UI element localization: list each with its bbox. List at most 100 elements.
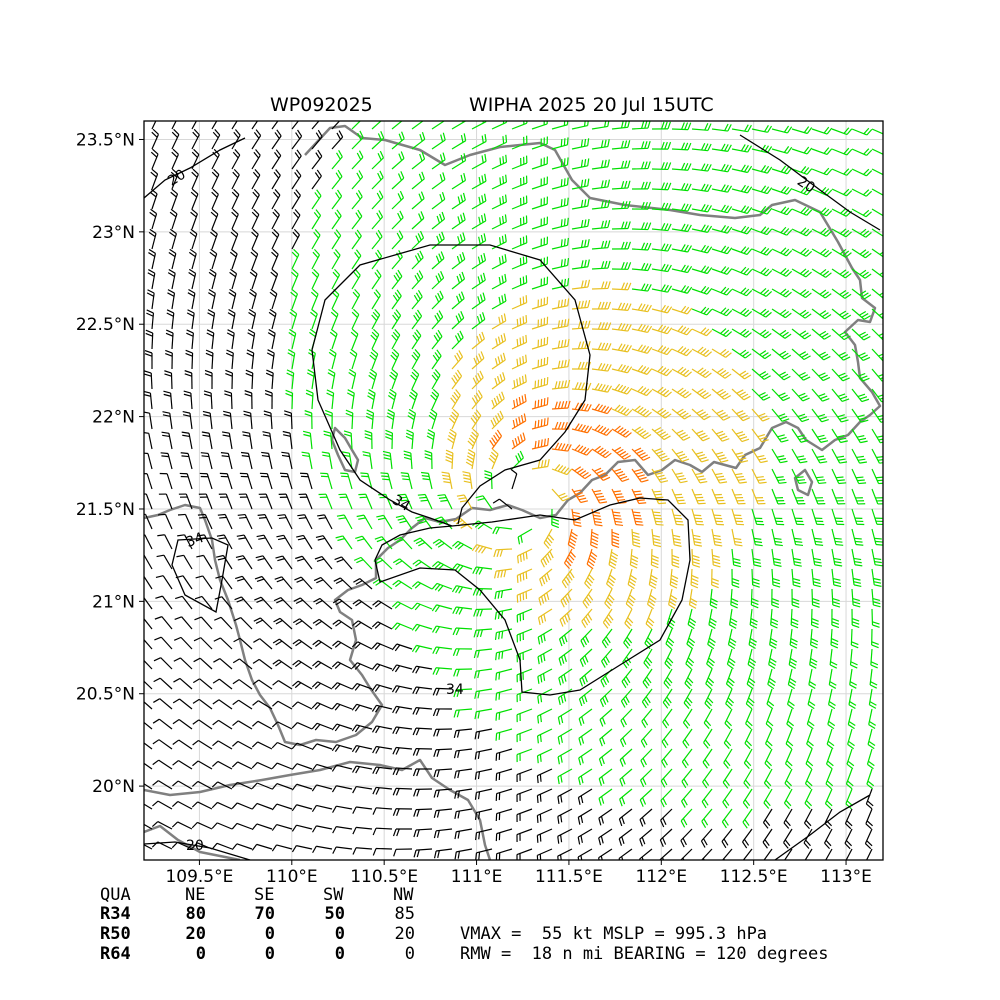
wind-barb <box>331 682 353 690</box>
wind-barb <box>810 608 819 629</box>
wind-barb <box>147 269 156 290</box>
wind-barb <box>665 628 675 650</box>
wind-barb <box>151 821 173 830</box>
wind-barb <box>578 708 593 726</box>
wind-barb <box>395 515 413 530</box>
wind-barb <box>651 202 672 211</box>
wind-barb <box>671 244 693 253</box>
wind-barb <box>825 748 834 770</box>
wind-barb <box>331 661 353 670</box>
wind-barb <box>371 725 393 734</box>
wind-barb <box>701 788 713 809</box>
wind-barb <box>571 259 590 270</box>
wind-barb <box>246 349 255 370</box>
wind-barb <box>811 428 829 443</box>
wind-barb <box>432 667 453 676</box>
wind-barb <box>271 783 293 790</box>
wind-barb <box>851 148 873 156</box>
wind-barb <box>783 808 793 829</box>
wind-barb <box>231 843 253 851</box>
wind-barb <box>452 627 473 636</box>
wind-barb <box>144 432 153 450</box>
wind-barb <box>831 248 852 258</box>
wind-barb <box>431 231 445 250</box>
wind-barb <box>703 728 713 749</box>
wind-barb <box>811 248 832 258</box>
wind-barb <box>731 388 751 401</box>
wind-barb <box>171 128 180 150</box>
wind-barb <box>170 188 179 210</box>
wind-barb <box>155 595 173 610</box>
wind-barb <box>831 408 849 423</box>
wind-barb <box>866 768 875 790</box>
wind-barb <box>551 359 570 370</box>
wind-barb <box>640 748 653 768</box>
wind-barb <box>591 240 611 250</box>
wind-barb <box>611 364 633 374</box>
wind-barb <box>192 678 213 690</box>
wind-barb <box>329 328 338 350</box>
wind-barb <box>721 808 733 829</box>
wind-barb <box>276 534 293 550</box>
wind-barb <box>643 648 653 669</box>
wind-barb <box>680 828 693 848</box>
wind-barb <box>811 588 820 608</box>
wind-barb <box>511 393 527 410</box>
wind-barb <box>433 848 453 859</box>
wind-barb <box>360 472 373 490</box>
wind-barb <box>152 718 173 730</box>
wind-barb <box>644 628 654 650</box>
wind-barb <box>531 156 548 170</box>
wind-barb <box>411 151 426 170</box>
wind-barb <box>765 708 774 730</box>
wind-barb <box>251 843 273 851</box>
wind-barb <box>473 628 493 638</box>
wind-barb <box>311 229 321 250</box>
wind-barb <box>311 129 323 150</box>
wind-barb <box>645 608 655 630</box>
wind-barb <box>226 329 235 350</box>
wind-barb <box>331 744 353 752</box>
wind-barb <box>413 828 433 838</box>
wind-barb <box>171 121 177 130</box>
wind-barb <box>582 588 594 609</box>
wind-barb <box>336 514 353 530</box>
wind-barb <box>351 249 362 270</box>
wind-barb <box>362 451 373 470</box>
wind-barb <box>271 741 293 750</box>
wind-barb <box>845 848 853 860</box>
wind-barb <box>144 493 153 510</box>
wind-barb <box>433 828 453 839</box>
wind-barb <box>651 386 672 398</box>
wind-barb <box>474 708 493 720</box>
wind-barb <box>392 767 413 776</box>
wind-barb <box>771 146 793 154</box>
wind-barb <box>238 493 253 510</box>
wind-barb <box>611 160 631 170</box>
wind-barb <box>332 619 353 630</box>
wind-barb <box>551 217 569 230</box>
wind-barb <box>725 688 735 710</box>
wind-barb <box>470 409 482 430</box>
wind-barb <box>671 142 692 151</box>
wind-barb <box>558 628 573 647</box>
wind-barb <box>314 555 333 570</box>
wind-barb <box>743 768 753 789</box>
wind-barb <box>317 514 333 530</box>
wind-barb <box>631 385 653 397</box>
wind-barb <box>771 588 780 609</box>
wind-barb <box>190 208 198 230</box>
wind-barb <box>668 588 678 610</box>
wind-barb <box>268 308 277 330</box>
wind-barb <box>868 688 877 709</box>
wind-barb <box>747 648 757 670</box>
wind-barb <box>631 508 644 526</box>
wind-barb <box>611 322 632 332</box>
wind-barb <box>651 407 672 419</box>
wind-barb <box>705 668 715 690</box>
wind-barb <box>791 408 810 423</box>
wind-barb <box>411 230 425 250</box>
wind-barb <box>571 158 590 170</box>
wind-barb <box>253 638 273 650</box>
wind-barb <box>723 748 733 769</box>
